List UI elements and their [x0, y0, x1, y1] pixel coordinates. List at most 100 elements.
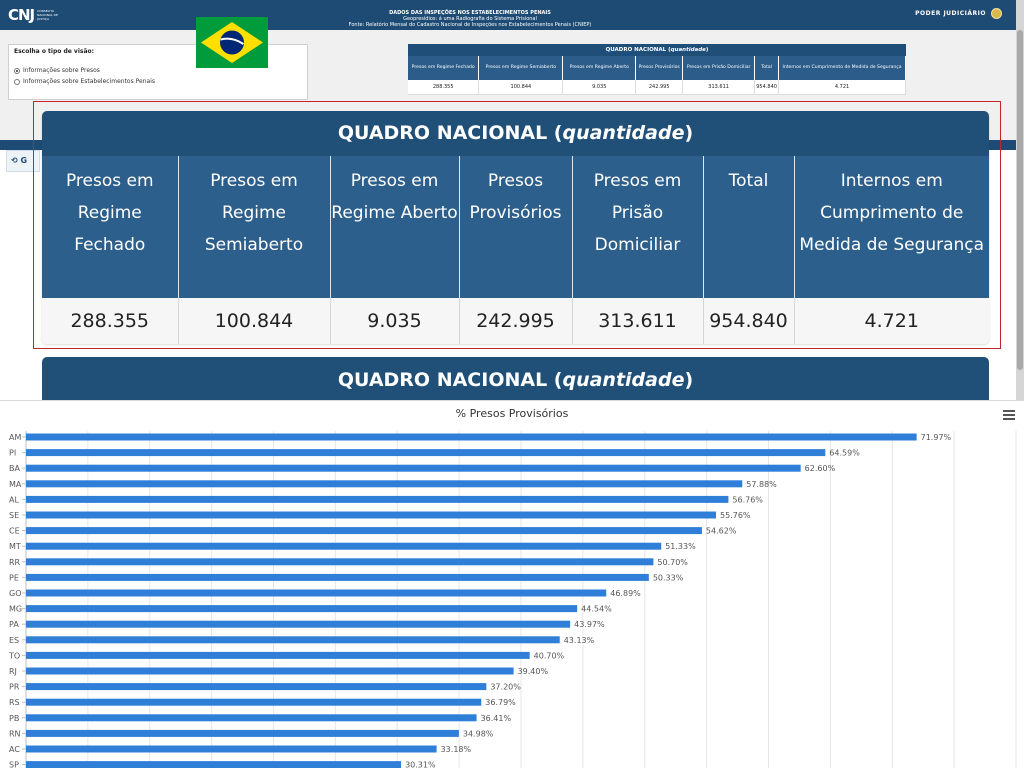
bar-RJ[interactable]: [26, 667, 514, 675]
radio-option-estabelecimentos[interactable]: Informações sobre Estabelecimentos Penai…: [14, 78, 155, 85]
chart-title: % Presos Provisórios: [455, 407, 569, 420]
small-header-semiaberto: Presos em Regime Semiaberto: [478, 56, 564, 80]
page-scrollbar-thumb[interactable]: [1017, 30, 1023, 370]
category-label: CE: [9, 527, 20, 536]
value-internos: 4.721: [794, 298, 989, 344]
radio-presos[interactable]: [14, 67, 20, 74]
radio-presos-label: Informações sobre Presos: [23, 67, 100, 74]
bar-AM[interactable]: [26, 433, 917, 441]
bar-PA[interactable]: [26, 620, 571, 628]
data-label-ES: 43.13%: [564, 636, 595, 645]
small-header-provisorios: Presos Provisórios: [635, 56, 684, 80]
data-label-MG: 44.54%: [581, 605, 612, 614]
small-value-aberto: 9.035: [562, 80, 637, 95]
radio-estabelecimentos[interactable]: [14, 78, 20, 85]
small-value-provisorios: 242.995: [635, 80, 684, 95]
highlight-frame: [33, 101, 1001, 349]
radio-option-presos[interactable]: Informações sobre Presos: [14, 67, 100, 74]
category-label: BA: [9, 464, 20, 473]
small-header-internos: Internos em Cumprimento de Medida de Seg…: [778, 56, 906, 80]
radio-estabelecimentos-label: Informações sobre Estabelecimentos Penai…: [23, 78, 156, 85]
header-info: DADOS DAS INSPEÇÕES NOS ESTABELECIMENTOS…: [300, 10, 640, 28]
bar-AC[interactable]: [26, 745, 437, 753]
cnj-logo[interactable]: CNJ Conselho Nacional de Justiça: [8, 5, 65, 25]
category-label: RJ: [9, 667, 17, 676]
category-label: PA: [9, 620, 19, 629]
bar-PI[interactable]: [26, 449, 826, 457]
small-header-fechado: Presos em Regime Fechado: [408, 56, 480, 80]
data-label-PI: 64.59%: [829, 449, 860, 458]
bar-RR[interactable]: [26, 558, 654, 566]
bar-MG[interactable]: [26, 605, 578, 613]
category-label: ES: [9, 636, 19, 645]
header-aberto: Presos em Regime Aberto: [330, 156, 460, 298]
value-total: 954.840: [703, 298, 795, 344]
header-domiciliar: Presos em Prisão Domiciliar: [572, 156, 704, 298]
data-label-SP: 30.31%: [405, 761, 436, 768]
category-label: AC: [9, 745, 20, 754]
view-type-title: Escolha o tipo de visão:: [14, 48, 95, 55]
bar-MT[interactable]: [26, 542, 662, 550]
small-header-total: Total: [754, 56, 780, 80]
bar-PR[interactable]: [26, 683, 487, 691]
small-title-end: ): [705, 47, 709, 53]
value-aberto: 9.035: [330, 298, 460, 344]
data-label-RJ: 39.40%: [518, 667, 549, 676]
data-label-GO: 46.89%: [610, 589, 641, 598]
category-label: RN: [9, 729, 21, 738]
small-header-aberto: Presos em Regime Aberto: [562, 56, 637, 80]
category-label: SE: [9, 511, 19, 520]
bar-RS[interactable]: [26, 698, 482, 706]
data-label-PR: 37.20%: [490, 683, 521, 692]
header-semiaberto: Presos em Regime Semiaberto: [178, 156, 331, 298]
header-internos: Internos em Cumprimento de Medida de Seg…: [794, 156, 989, 298]
category-label: MG: [9, 605, 22, 614]
bar-ES[interactable]: [26, 636, 560, 644]
bar-RN[interactable]: [26, 729, 459, 737]
category-label: RR: [9, 558, 21, 567]
small-quadro-title: QUADRO NACIONAL (quantidade): [408, 44, 906, 56]
value-semiaberto: 100.844: [178, 298, 331, 344]
category-label: PB: [9, 714, 19, 723]
chart-menu-icon[interactable]: [1003, 410, 1015, 420]
value-provisorios: 242.995: [459, 298, 573, 344]
data-label-CE: 54.62%: [706, 527, 737, 536]
expand-button-label: G: [20, 156, 28, 165]
data-label-AL: 56.76%: [732, 495, 763, 504]
bar-BA[interactable]: [26, 464, 801, 472]
coat-of-arms-icon: [991, 8, 1002, 19]
category-label: AL: [9, 495, 19, 504]
logo-mark: CNJ: [8, 6, 35, 24]
category-label: MT: [9, 542, 21, 551]
bar-TO[interactable]: [26, 651, 530, 659]
bar-CE[interactable]: [26, 527, 702, 535]
small-quadro-table: Presos em Regime Fechado Presos em Regim…: [408, 56, 906, 95]
data-label-RR: 50.70%: [657, 558, 688, 567]
data-label-TO: 40.70%: [534, 651, 565, 660]
bar-PB[interactable]: [26, 714, 477, 722]
bar-PE[interactable]: [26, 573, 649, 581]
bar-SE[interactable]: [26, 511, 717, 519]
bar-AL[interactable]: [26, 495, 729, 503]
expand-button[interactable]: ⟲ G: [6, 150, 40, 172]
category-label: TO: [8, 651, 20, 660]
data-label-RN: 34.98%: [463, 729, 494, 738]
big-title-em: quantidade: [562, 122, 685, 144]
category-label: AM: [9, 433, 21, 442]
quadro-nacional-zoomed: QUADRO NACIONAL (quantidade) Presos em R…: [42, 111, 989, 344]
small-title-main: QUADRO NACIONAL (: [605, 47, 671, 53]
data-label-MA: 57.88%: [746, 480, 777, 489]
data-label-RS: 36.79%: [485, 698, 516, 707]
small-value-fechado: 288.355: [408, 80, 480, 95]
header-provisorios: Presos Provisórios: [459, 156, 573, 298]
header-line-2: Geopresídios: á uma Radiografia do Siste…: [403, 16, 537, 22]
expand-icon: ⟲: [11, 156, 21, 165]
bar-GO[interactable]: [26, 589, 607, 597]
data-label-MT: 51.33%: [665, 542, 696, 551]
data-label-AC: 33.18%: [441, 745, 472, 754]
big2-title-em: quantidade: [562, 369, 685, 391]
bar-SP[interactable]: [26, 761, 402, 768]
quadro-nacional-zoomed-2: QUADRO NACIONAL (quantidade): [42, 357, 989, 407]
bar-MA[interactable]: [26, 480, 743, 488]
